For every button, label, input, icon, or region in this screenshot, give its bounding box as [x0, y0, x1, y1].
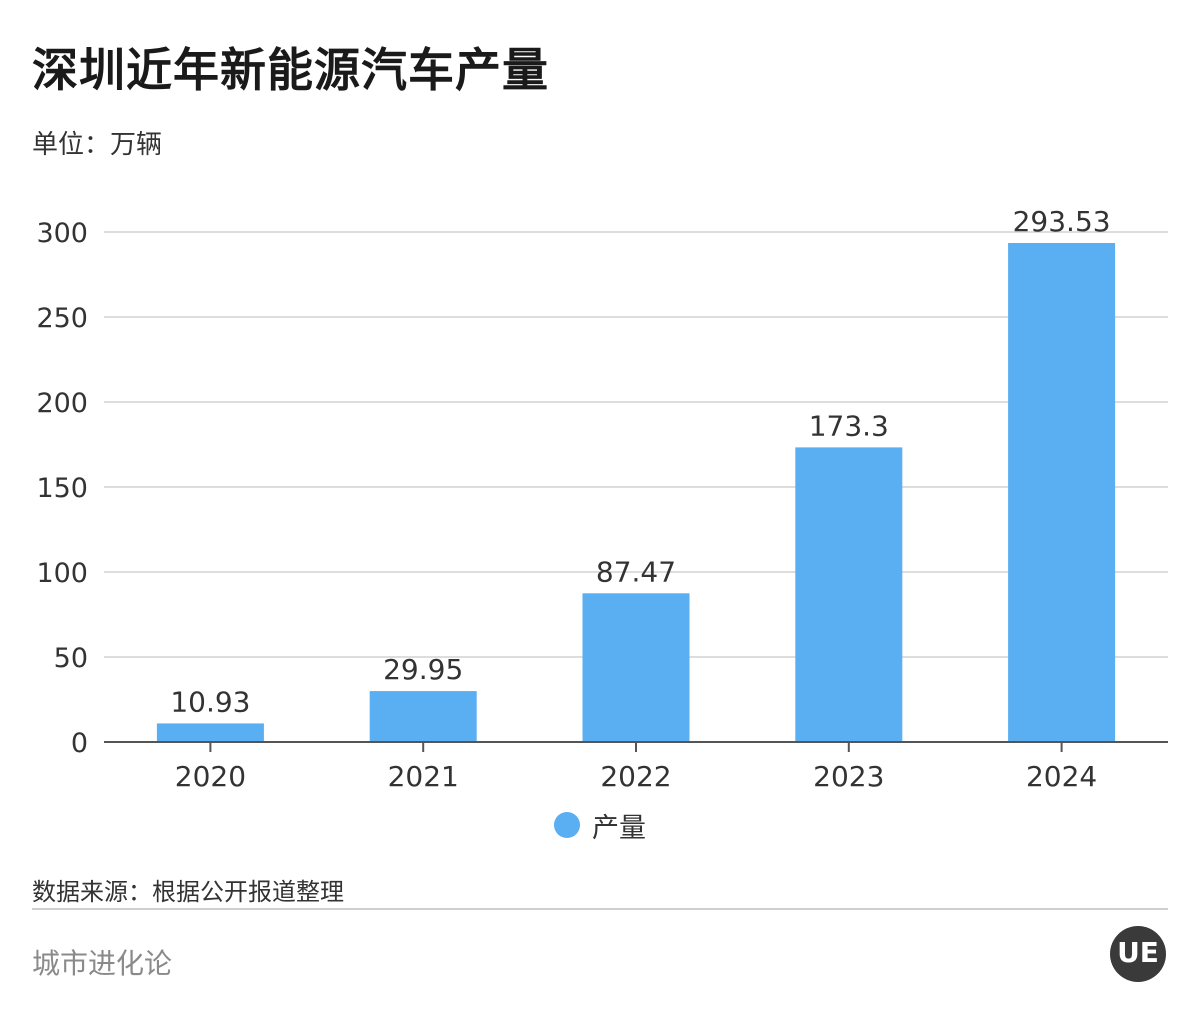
x-tick-label: 2024 [1026, 760, 1097, 793]
brand-name: 城市进化论 [32, 947, 173, 980]
bar-chart: 0 50 100 150 200 250 300 10.93 2020 29.95 2021 87.4… [36, 205, 1168, 793]
data-source: 数据来源：根据公开报道整理 [32, 878, 344, 906]
y-tick-label: 250 [36, 303, 88, 334]
unit-label: 单位：万辆 [32, 130, 163, 160]
data-label: 29.95 [383, 653, 463, 686]
legend-swatch-icon [554, 812, 580, 838]
data-label: 10.93 [170, 685, 250, 718]
data-label: 173.3 [809, 409, 889, 442]
data-label: 87.47 [596, 555, 676, 588]
brand-logo-icon: UE [1110, 926, 1166, 982]
bar [582, 593, 690, 742]
bar [795, 447, 903, 742]
data-label: 293.53 [1013, 205, 1111, 238]
x-tick-label: 2021 [388, 760, 459, 793]
x-tick-label: 2023 [813, 760, 884, 793]
x-tick-label: 2020 [175, 760, 246, 793]
y-tick-label: 200 [36, 388, 88, 419]
footer-divider [32, 908, 1168, 910]
y-tick-label: 50 [54, 643, 88, 674]
bar [1008, 242, 1116, 742]
y-tick-label: 300 [36, 218, 88, 249]
bar [369, 691, 477, 742]
logo-text: UE [1117, 936, 1159, 969]
bar [156, 723, 264, 742]
y-tick-label: 150 [36, 473, 88, 504]
legend[interactable]: 产量 [554, 808, 646, 844]
y-tick-label: 100 [36, 558, 88, 589]
y-tick-label: 0 [71, 728, 88, 759]
legend-label: 产量 [592, 812, 646, 844]
chart-title: 深圳近年新能源汽车产量 [32, 43, 549, 97]
x-tick-label: 2022 [600, 760, 671, 793]
